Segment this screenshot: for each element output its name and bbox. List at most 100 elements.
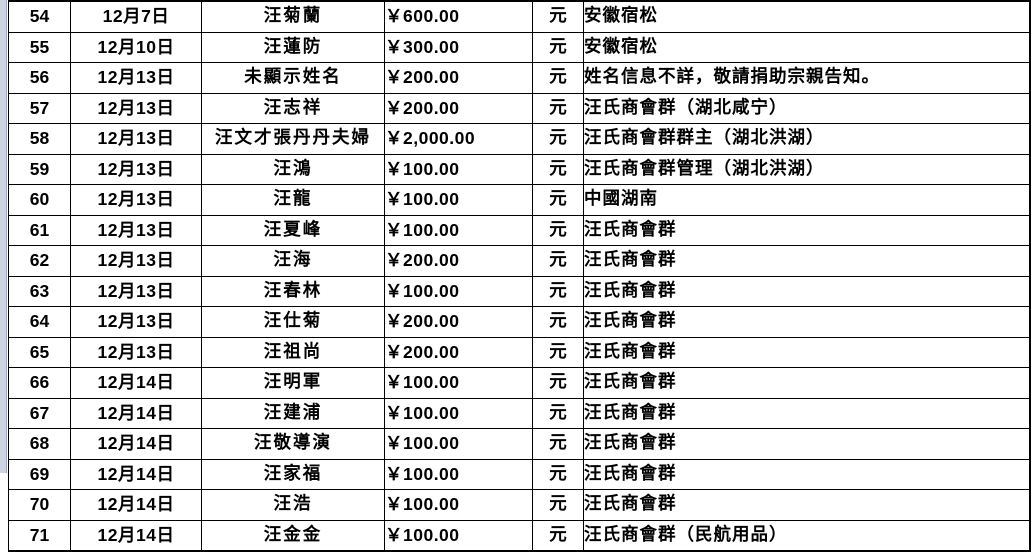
cell-date[interactable]: 12月10日	[70, 31, 202, 63]
cell-amount[interactable]: ￥2,000.00	[384, 123, 533, 155]
cell-unit[interactable]: 元	[532, 62, 584, 94]
table-row[interactable]: 71 12月14日 汪金金 ￥100.00 元汪氏商會群（民航用品）	[8, 519, 1030, 552]
cell-amount[interactable]: ￥200.00	[384, 306, 533, 338]
cell-no[interactable]: 61	[8, 214, 71, 246]
cell-no[interactable]: 63	[8, 275, 71, 307]
cell-unit[interactable]: 元	[532, 0, 584, 33]
cell-no[interactable]: 64	[8, 306, 71, 338]
cell-note[interactable]: 汪氏商會群（湖北咸宁）	[583, 92, 1030, 124]
cell-no[interactable]: 71	[8, 519, 71, 552]
cell-unit[interactable]: 元	[532, 428, 584, 460]
cell-name[interactable]: 汪夏峰	[201, 214, 385, 246]
cell-no[interactable]: 62	[8, 245, 71, 277]
table-row[interactable]: 69 12月14日 汪家福 ￥100.00 元汪氏商會群	[8, 458, 1030, 490]
cell-date[interactable]: 12月13日	[70, 123, 202, 155]
cell-date[interactable]: 12月14日	[70, 397, 202, 429]
cell-name[interactable]: 未顯示姓名	[201, 62, 385, 94]
cell-date[interactable]: 12月14日	[70, 489, 202, 521]
cell-name[interactable]: 汪敬導演	[201, 428, 385, 460]
cell-amount[interactable]: ￥100.00	[384, 489, 533, 521]
cell-unit[interactable]: 元	[532, 153, 584, 185]
cell-unit[interactable]: 元	[532, 92, 584, 124]
table-row[interactable]: 55 12月10日 汪蓮防 ￥300.00 元安徽宿松	[8, 31, 1030, 63]
cell-note[interactable]: 汪氏商會群	[583, 397, 1030, 429]
cell-note[interactable]: 汪氏商會群管理（湖北洪湖）	[583, 153, 1030, 185]
cell-note[interactable]: 汪氏商會群	[583, 245, 1030, 277]
cell-unit[interactable]: 元	[532, 489, 584, 521]
table-row[interactable]: 67 12月14日 汪建浦 ￥100.00 元汪氏商會群	[8, 397, 1030, 429]
cell-amount[interactable]: ￥100.00	[384, 458, 533, 490]
cell-amount[interactable]: ￥100.00	[384, 184, 533, 216]
cell-name[interactable]: 汪浩	[201, 489, 385, 521]
table-row[interactable]: 60 12月13日 汪龍 ￥100.00 元中國湖南	[8, 184, 1030, 216]
cell-note[interactable]: 汪氏商會群	[583, 275, 1030, 307]
cell-name[interactable]: 汪明軍	[201, 367, 385, 399]
cell-name[interactable]: 汪文才張丹丹夫婦	[201, 123, 385, 155]
table-row[interactable]: 57 12月13日 汪志祥 ￥200.00 元汪氏商會群（湖北咸宁）	[8, 92, 1030, 124]
cell-unit[interactable]: 元	[532, 31, 584, 63]
table-row[interactable]: 66 12月14日 汪明軍 ￥100.00 元汪氏商會群	[8, 367, 1030, 399]
cell-amount[interactable]: ￥200.00	[384, 92, 533, 124]
cell-no[interactable]: 67	[8, 397, 71, 429]
cell-note[interactable]: 汪氏商會群	[583, 336, 1030, 368]
cell-unit[interactable]: 元	[532, 519, 584, 552]
cell-note[interactable]: 汪氏商會群（民航用品）	[583, 519, 1030, 552]
table-row[interactable]: 65 12月13日 汪祖尚 ￥200.00 元汪氏商會群	[8, 336, 1030, 368]
cell-name[interactable]: 汪家福	[201, 458, 385, 490]
cell-date[interactable]: 12月14日	[70, 519, 202, 552]
cell-note[interactable]: 汪氏商會群	[583, 428, 1030, 460]
cell-amount[interactable]: ￥100.00	[384, 153, 533, 185]
cell-date[interactable]: 12月13日	[70, 184, 202, 216]
cell-name[interactable]: 汪仕菊	[201, 306, 385, 338]
cell-amount[interactable]: ￥600.00	[384, 0, 533, 33]
cell-date[interactable]: 12月14日	[70, 428, 202, 460]
cell-date[interactable]: 12月7日	[70, 0, 202, 33]
cell-amount[interactable]: ￥200.00	[384, 336, 533, 368]
cell-name[interactable]: 汪海	[201, 245, 385, 277]
cell-note[interactable]: 安徽宿松	[583, 0, 1030, 33]
cell-unit[interactable]: 元	[532, 275, 584, 307]
cell-note[interactable]: 安徽宿松	[583, 31, 1030, 63]
cell-unit[interactable]: 元	[532, 336, 584, 368]
table-row[interactable]: 59 12月13日 汪鴻 ￥100.00 元汪氏商會群管理（湖北洪湖）	[8, 153, 1030, 185]
cell-date[interactable]: 12月14日	[70, 458, 202, 490]
cell-amount[interactable]: ￥100.00	[384, 519, 533, 552]
cell-amount[interactable]: ￥300.00	[384, 31, 533, 63]
table-row[interactable]: 62 12月13日 汪海 ￥200.00 元汪氏商會群	[8, 245, 1030, 277]
cell-amount[interactable]: ￥100.00	[384, 428, 533, 460]
table-row[interactable]: 64 12月13日 汪仕菊 ￥200.00 元汪氏商會群	[8, 306, 1030, 338]
cell-no[interactable]: 58	[8, 123, 71, 155]
cell-amount[interactable]: ￥100.00	[384, 367, 533, 399]
cell-unit[interactable]: 元	[532, 397, 584, 429]
cell-name[interactable]: 汪鴻	[201, 153, 385, 185]
cell-name[interactable]: 汪祖尚	[201, 336, 385, 368]
table-row[interactable]: 68 12月14日 汪敬導演 ￥100.00 元汪氏商會群	[8, 428, 1030, 460]
cell-note[interactable]: 汪氏商會群	[583, 306, 1030, 338]
cell-no[interactable]: 68	[8, 428, 71, 460]
cell-note[interactable]: 汪氏商會群	[583, 458, 1030, 490]
table-row[interactable]: 56 12月13日 未顯示姓名 ￥200.00 元姓名信息不詳，敬請捐助宗親告知。	[8, 62, 1030, 94]
cell-unit[interactable]: 元	[532, 367, 584, 399]
cell-no[interactable]: 57	[8, 92, 71, 124]
cell-name[interactable]: 汪建浦	[201, 397, 385, 429]
cell-name[interactable]: 汪春林	[201, 275, 385, 307]
cell-no[interactable]: 54	[8, 0, 71, 33]
cell-unit[interactable]: 元	[532, 458, 584, 490]
cell-no[interactable]: 65	[8, 336, 71, 368]
cell-date[interactable]: 12月13日	[70, 62, 202, 94]
table-row[interactable]: 58 12月13日 汪文才張丹丹夫婦 ￥2,000.00 元汪氏商會群群主（湖北洪湖）	[8, 123, 1030, 155]
cell-date[interactable]: 12月13日	[70, 92, 202, 124]
cell-amount[interactable]: ￥100.00	[384, 214, 533, 246]
table-row[interactable]: 70 12月14日 汪浩 ￥100.00 元汪氏商會群	[8, 489, 1030, 521]
cell-note[interactable]: 汪氏商會群	[583, 489, 1030, 521]
cell-unit[interactable]: 元	[532, 214, 584, 246]
cell-name[interactable]: 汪金金	[201, 519, 385, 552]
cell-note[interactable]: 姓名信息不詳，敬請捐助宗親告知。	[583, 62, 1030, 94]
table-row[interactable]: 54 12月7日 汪菊蘭 ￥600.00 元安徽宿松	[8, 0, 1030, 33]
cell-unit[interactable]: 元	[532, 306, 584, 338]
cell-no[interactable]: 69	[8, 458, 71, 490]
cell-name[interactable]: 汪菊蘭	[201, 0, 385, 33]
cell-no[interactable]: 66	[8, 367, 71, 399]
cell-date[interactable]: 12月13日	[70, 336, 202, 368]
table-row[interactable]: 63 12月13日 汪春林 ￥100.00 元汪氏商會群	[8, 275, 1030, 307]
